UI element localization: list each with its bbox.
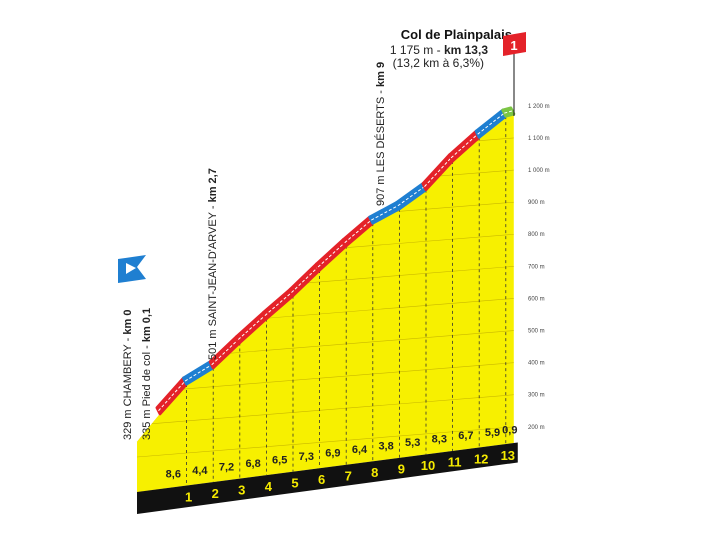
gradient-label: 6,7	[458, 430, 473, 442]
gradient-label: 6,4	[352, 444, 368, 456]
km-label: 11	[448, 455, 462, 470]
gradient-label: 6,8	[245, 458, 260, 470]
summit-category: 1	[510, 38, 517, 53]
gradient-label: 6,9	[325, 448, 340, 460]
place-annotation: 329 m CHAMBERY - km 0	[122, 310, 134, 440]
y-tick-label: 200 m	[528, 425, 545, 431]
y-tick-label: 500 m	[528, 328, 545, 334]
km-label: 3	[238, 482, 245, 497]
road-centerline	[184, 364, 212, 382]
km-label: 4	[265, 479, 273, 494]
road-centerline	[477, 112, 505, 135]
km-label: 1	[185, 489, 192, 504]
y-tick-label: 1 200 m	[528, 104, 550, 110]
gradient-label: 8,6	[166, 468, 181, 480]
km-label: 9	[398, 462, 405, 477]
gradient-label: 6,5	[272, 454, 287, 466]
gridline	[137, 426, 514, 459]
gradient-label: 0,9	[502, 425, 517, 437]
gridline	[137, 113, 514, 138]
gradient-label: 7,3	[299, 451, 314, 463]
road-centerline	[158, 380, 186, 412]
road-centerline	[264, 292, 292, 316]
y-tick-label: 300 m	[528, 393, 545, 399]
y-tick-label: 600 m	[528, 296, 545, 302]
km-label: 2	[212, 486, 219, 501]
gradient-label: 3,8	[378, 441, 393, 453]
km-label: 12	[474, 451, 488, 466]
road-centerline	[371, 205, 399, 221]
road-centerline	[450, 133, 479, 159]
road-centerline	[504, 110, 513, 114]
summit-title: Col de Plainpalais	[401, 27, 512, 42]
gradient-label: 7,2	[219, 461, 234, 473]
start-arrow-icon	[126, 263, 136, 274]
place-annotation: 501 m SAINT-JEAN-D'ARVEY - km 2,7	[207, 168, 219, 360]
km-label: 7	[345, 469, 352, 484]
road-centerline	[317, 242, 346, 268]
profile-base-band	[137, 442, 518, 514]
y-tick-label: 1 100 m	[528, 136, 550, 142]
km-label: 10	[421, 458, 435, 473]
y-tick-label: 900 m	[528, 200, 545, 206]
profile-area	[137, 113, 514, 492]
road-centerline	[344, 219, 372, 244]
gradient-label: 4,4	[192, 465, 208, 477]
km-label: 5	[291, 475, 298, 490]
place-annotation: 907 m LES DÉSERTS - km 9	[374, 62, 387, 206]
road-centerline	[397, 186, 425, 207]
gradient-label: 5,9	[485, 427, 500, 439]
km-label: 13	[501, 448, 515, 463]
road-centerline	[424, 157, 452, 187]
km-label: 6	[318, 472, 325, 487]
summit-flag-icon	[503, 32, 526, 56]
km-label: 8	[371, 465, 378, 480]
road-centerline	[291, 266, 319, 293]
road-centerline	[237, 315, 266, 340]
y-tick-label: 400 m	[528, 361, 545, 367]
road-segment	[501, 106, 516, 118]
y-tick-label: 800 m	[528, 232, 545, 238]
summit-altitude: 1 175 m - km 13,3	[390, 43, 488, 57]
gradient-label: 8,3	[432, 434, 447, 446]
place-annotation: 335 m Pied de col - km 0,1	[141, 308, 153, 440]
y-tick-label: 1 000 m	[528, 168, 550, 174]
y-tick-label: 700 m	[528, 264, 545, 270]
summit-stats: (13,2 km à 6,3%)	[393, 56, 484, 70]
gradient-label: 5,3	[405, 437, 420, 449]
road-centerline	[211, 339, 239, 366]
